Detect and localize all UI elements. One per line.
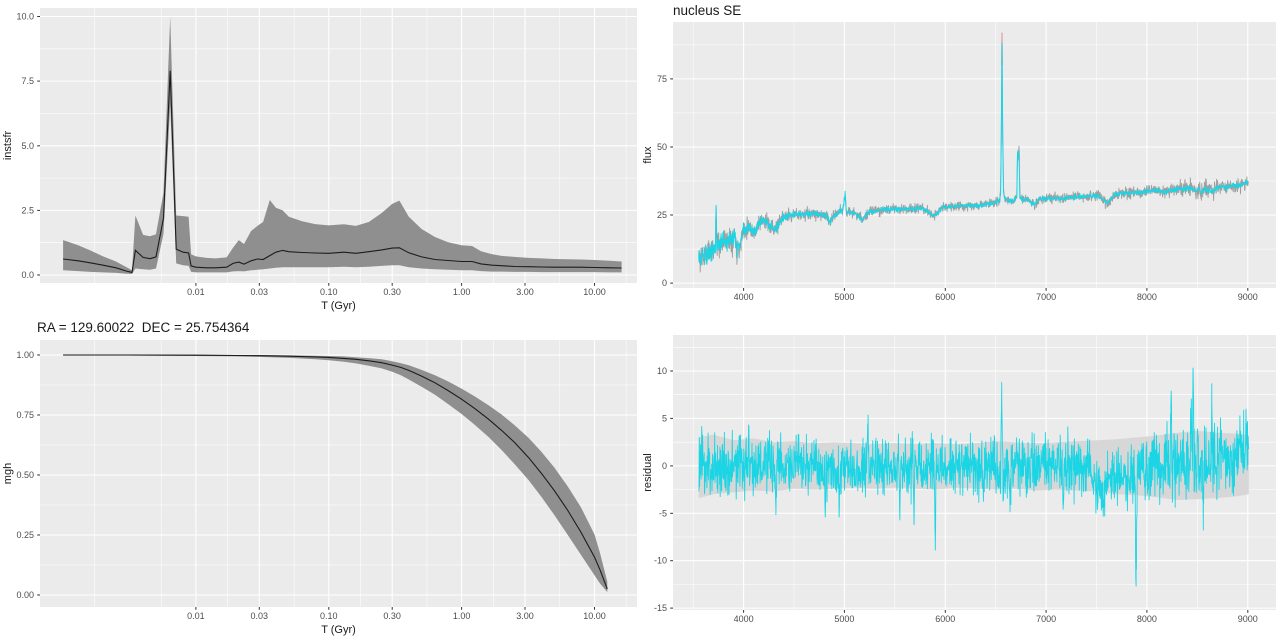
- svg-text:mgh: mgh: [2, 463, 14, 484]
- svg-text:-10: -10: [654, 556, 667, 566]
- svg-text:6000: 6000: [935, 614, 955, 624]
- svg-text:flux: flux: [642, 146, 654, 164]
- svg-text:10: 10: [657, 366, 667, 376]
- svg-text:10.00: 10.00: [583, 287, 606, 297]
- svg-text:1.00: 1.00: [453, 287, 471, 297]
- svg-text:0.01: 0.01: [187, 611, 205, 621]
- svg-text:2.5: 2.5: [21, 205, 34, 215]
- svg-text:0.75: 0.75: [16, 410, 34, 420]
- svg-text:0.00: 0.00: [16, 590, 34, 600]
- svg-text:0.30: 0.30: [383, 287, 401, 297]
- instsfr-vs-time-plot: 0.01 0.03 0.10 0.30 1.00 3.00 10.00 0.0 2.5 5.0 7.…: [2, 8, 637, 312]
- svg-text:0.10: 0.10: [320, 287, 338, 297]
- svg-text:0.0: 0.0: [21, 270, 34, 280]
- svg-text:0: 0: [662, 278, 667, 288]
- svg-text:0: 0: [662, 461, 667, 471]
- svg-text:25: 25: [657, 210, 667, 220]
- svg-text:10.0: 10.0: [16, 12, 34, 22]
- svg-text:0.01: 0.01: [187, 287, 205, 297]
- flux-spectrum-plot: 4000 5000 6000 7000 8000 9000 0 25 50 75 flux: [642, 22, 1276, 302]
- svg-text:8000: 8000: [1137, 292, 1157, 302]
- svg-text:50: 50: [657, 142, 667, 152]
- svg-text:6000: 6000: [935, 292, 955, 302]
- svg-text:0.03: 0.03: [251, 611, 269, 621]
- svg-text:3.00: 3.00: [516, 611, 534, 621]
- svg-text:0.50: 0.50: [16, 470, 34, 480]
- svg-text:5: 5: [662, 413, 667, 423]
- svg-text:5000: 5000: [834, 614, 854, 624]
- svg-text:instsfr: instsfr: [2, 130, 14, 160]
- svg-text:residual: residual: [642, 453, 654, 492]
- svg-text:0.10: 0.10: [320, 611, 338, 621]
- radec-title: RA = 129.60022 DEC = 25.754364: [37, 320, 250, 335]
- svg-text:T (Gyr): T (Gyr): [321, 624, 356, 636]
- svg-text:0.30: 0.30: [383, 611, 401, 621]
- svg-text:0.25: 0.25: [16, 530, 34, 540]
- svg-text:8000: 8000: [1137, 614, 1157, 624]
- svg-text:75: 75: [657, 74, 667, 84]
- svg-text:4000: 4000: [734, 292, 754, 302]
- svg-text:0.03: 0.03: [251, 287, 269, 297]
- svg-text:-15: -15: [654, 603, 667, 613]
- svg-text:1.00: 1.00: [453, 611, 471, 621]
- svg-text:-5: -5: [659, 508, 667, 518]
- svg-text:5000: 5000: [834, 292, 854, 302]
- svg-text:3.00: 3.00: [516, 287, 534, 297]
- svg-text:7.5: 7.5: [21, 76, 34, 86]
- mgh-vs-time-plot: 0.01 0.03 0.10 0.30 1.00 3.00 10.00 0.00 0.25 0.5…: [2, 340, 637, 636]
- svg-text:T (Gyr): T (Gyr): [321, 300, 356, 312]
- svg-text:7000: 7000: [1036, 292, 1056, 302]
- residual-spectrum-plot: 4000 5000 6000 7000 8000 9000 -15 -10 -5 0 5 10 resi…: [642, 335, 1276, 624]
- svg-text:7000: 7000: [1036, 614, 1056, 624]
- svg-text:4000: 4000: [734, 614, 754, 624]
- flux-panel-title: nucleus SE: [673, 3, 742, 18]
- svg-text:9000: 9000: [1238, 292, 1258, 302]
- svg-text:10.00: 10.00: [583, 611, 606, 621]
- svg-text:5.0: 5.0: [21, 141, 34, 151]
- svg-text:1.00: 1.00: [16, 350, 34, 360]
- svg-text:9000: 9000: [1238, 614, 1258, 624]
